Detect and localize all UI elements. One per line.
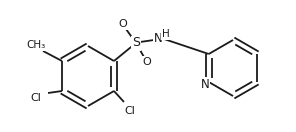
- Text: CH₃: CH₃: [26, 40, 46, 50]
- Text: S: S: [132, 37, 140, 50]
- Text: Cl: Cl: [30, 93, 41, 103]
- Text: Cl: Cl: [125, 106, 135, 116]
- Text: N: N: [154, 32, 162, 44]
- Text: H: H: [162, 29, 170, 39]
- Text: O: O: [143, 57, 151, 67]
- Text: N: N: [200, 77, 209, 91]
- Text: O: O: [119, 19, 127, 29]
